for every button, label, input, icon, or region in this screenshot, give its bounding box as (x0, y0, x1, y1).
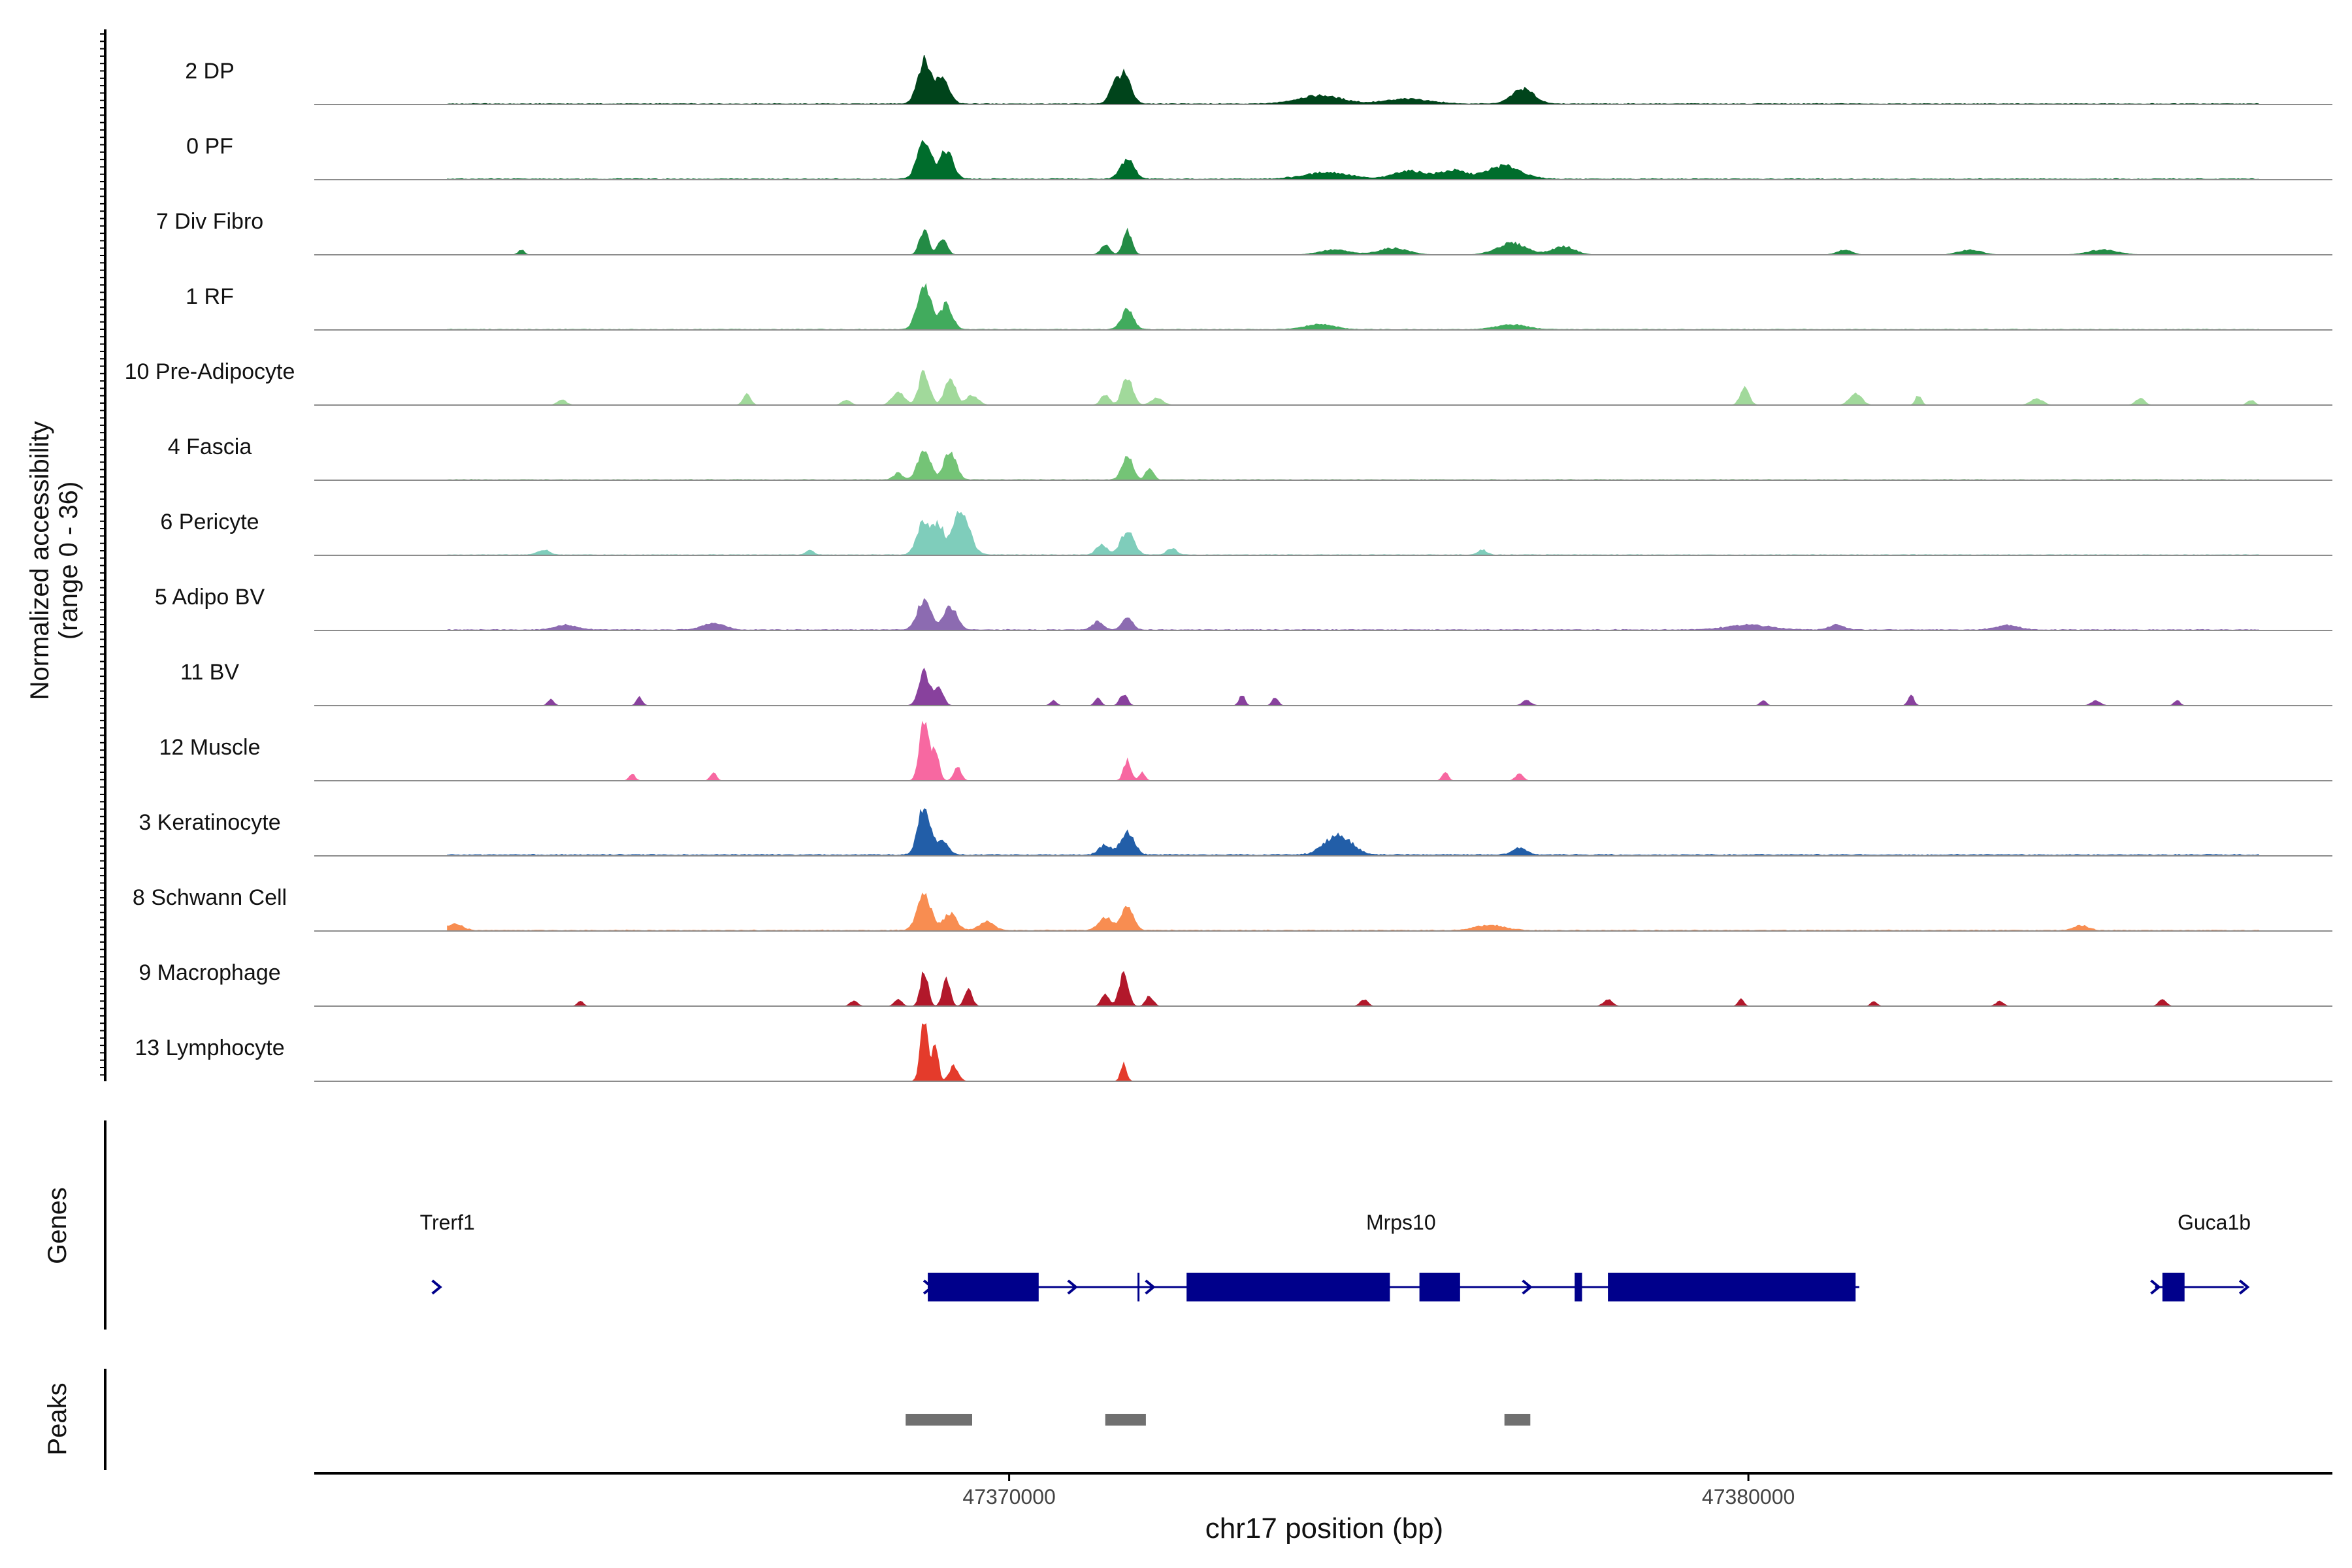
track-label: 6 Pericyte (160, 510, 259, 534)
x-axis-label: chr17 position (bp) (1205, 1512, 1443, 1544)
gene-strand-arrow (1067, 1279, 1078, 1295)
track: 3 Keratinocyte (139, 808, 2332, 857)
track: 0 PF (186, 134, 2332, 180)
track-label: 11 BV (180, 660, 239, 685)
y-axis-label: Normalized accessibility (range 0 - 36) (25, 421, 83, 700)
track-label: 3 Keratinocyte (139, 810, 280, 835)
track-label: 12 Muscle (159, 735, 261, 760)
track-label: 5 Adipo BV (155, 585, 265, 610)
peaks-layer (906, 1414, 1531, 1426)
genes-layer: Trerf1 Mrps10 Guca1b (420, 1211, 2251, 1301)
gene-strand-arrow (431, 1279, 442, 1295)
gene-strand-arrow (2150, 1279, 2161, 1295)
gene-strand-arrow (923, 1279, 934, 1295)
gene-label: Guca1b (2178, 1211, 2251, 1234)
gene: Trerf1 (420, 1211, 475, 1295)
track: 1 RF (186, 283, 2332, 331)
gene-label: Mrps10 (1366, 1211, 1436, 1234)
track: 12 Muscle (159, 721, 2332, 781)
peak-region (1105, 1414, 1146, 1426)
coverage-axis (100, 29, 106, 1081)
gene-exon (1419, 1273, 1460, 1301)
track-label: 9 Macrophage (139, 960, 280, 985)
tracks-layer: 2 DP 0 PF 7 Div Fibro 1 RF 10 Pre-Adipocyte 4… (125, 54, 2332, 1082)
track-label: 8 Schwann Cell (133, 885, 287, 910)
track: 2 DP (185, 54, 2332, 105)
x-ticks-layer: 47370000 47380000 (962, 1473, 1795, 1509)
gene-strand-arrow (1145, 1279, 1156, 1295)
gene-label: Trerf1 (420, 1211, 475, 1234)
track: 7 Div Fibro (156, 209, 2332, 255)
track-label: 10 Pre-Adipocyte (125, 359, 295, 384)
track: 4 Fascia (168, 434, 2332, 481)
track: 5 Adipo BV (155, 585, 2332, 631)
track-label: 4 Fascia (168, 434, 252, 459)
track-label: 7 Div Fibro (156, 209, 263, 234)
x-axis-tick-label: 47370000 (962, 1485, 1055, 1509)
track-label: 13 Lymphocyte (135, 1036, 284, 1060)
genes-panel-label: Genes (43, 1187, 72, 1264)
gene-strand-arrow (1522, 1279, 1533, 1295)
gene-exon (1608, 1273, 1856, 1301)
gene: Guca1b (2150, 1211, 2251, 1301)
x-axis-tick-label: 47380000 (1702, 1485, 1795, 1509)
track: 10 Pre-Adipocyte (125, 359, 2332, 406)
peaks-panel-label: Peaks (43, 1382, 72, 1455)
gene-exon (2162, 1273, 2185, 1301)
gene-exon (1575, 1273, 1582, 1301)
track-label: 0 PF (186, 134, 233, 159)
track: 9 Macrophage (139, 960, 2332, 1007)
gene-strand-arrow (2238, 1279, 2250, 1295)
gene-exon (928, 1273, 1039, 1301)
track-coverage-area (447, 808, 2259, 857)
track: 11 BV (180, 660, 2332, 706)
peak-region (1504, 1414, 1531, 1426)
y-axis-label-line2: (range 0 - 36) (54, 482, 83, 640)
track: 13 Lymphocyte (135, 1023, 2332, 1082)
track-label: 2 DP (185, 59, 235, 84)
gene-exon (1186, 1273, 1390, 1301)
track: 6 Pericyte (160, 510, 2332, 556)
track-label: 1 RF (186, 284, 234, 309)
peak-region (906, 1414, 972, 1426)
gene: Mrps10 (923, 1211, 1859, 1301)
track: 8 Schwann Cell (133, 885, 2332, 932)
y-axis-label-line1: Normalized accessibility (25, 421, 54, 700)
